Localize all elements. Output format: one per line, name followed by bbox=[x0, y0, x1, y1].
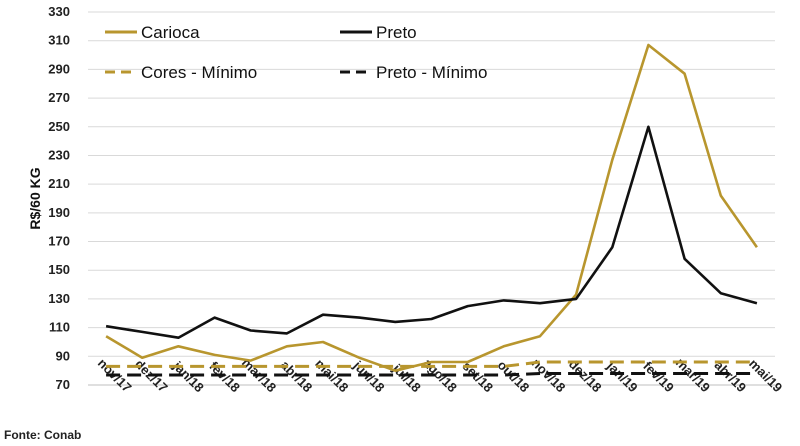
x-tick-label: set/18 bbox=[459, 358, 496, 395]
x-tick-label: mai/19 bbox=[746, 356, 785, 395]
source-note: Fonte: Conab bbox=[4, 428, 82, 442]
y-tick-label: 250 bbox=[48, 119, 70, 134]
y-tick-label: 110 bbox=[49, 320, 70, 335]
y-axis-label: R$/60 KG bbox=[27, 167, 43, 229]
x-tick-label: fev/19 bbox=[640, 358, 677, 395]
series-line bbox=[106, 360, 757, 368]
series-line bbox=[105, 43, 758, 373]
y-tick-label: 210 bbox=[48, 176, 70, 191]
y-tick-label: 170 bbox=[48, 234, 70, 249]
series-line bbox=[106, 372, 757, 377]
legend-label: Carioca bbox=[141, 23, 200, 42]
y-tick-label: 90 bbox=[56, 348, 70, 363]
legend-label: Cores - Mínimo bbox=[141, 63, 257, 82]
series-line bbox=[105, 125, 758, 340]
y-tick-label: 150 bbox=[48, 262, 70, 277]
y-tick-label: 190 bbox=[48, 205, 70, 220]
y-tick-label: 70 bbox=[56, 377, 70, 392]
y-tick-label: 310 bbox=[48, 33, 70, 48]
legend-label: Preto bbox=[376, 23, 417, 42]
y-tick-label: 130 bbox=[48, 291, 70, 306]
y-tick-label: 270 bbox=[48, 90, 70, 105]
y-tick-label: 330 bbox=[48, 4, 70, 19]
x-tick-label: fev/18 bbox=[206, 358, 243, 395]
y-tick-label: 290 bbox=[48, 61, 70, 76]
y-tick-label: 230 bbox=[48, 147, 70, 162]
legend-label: Preto - Mínimo bbox=[376, 63, 487, 82]
